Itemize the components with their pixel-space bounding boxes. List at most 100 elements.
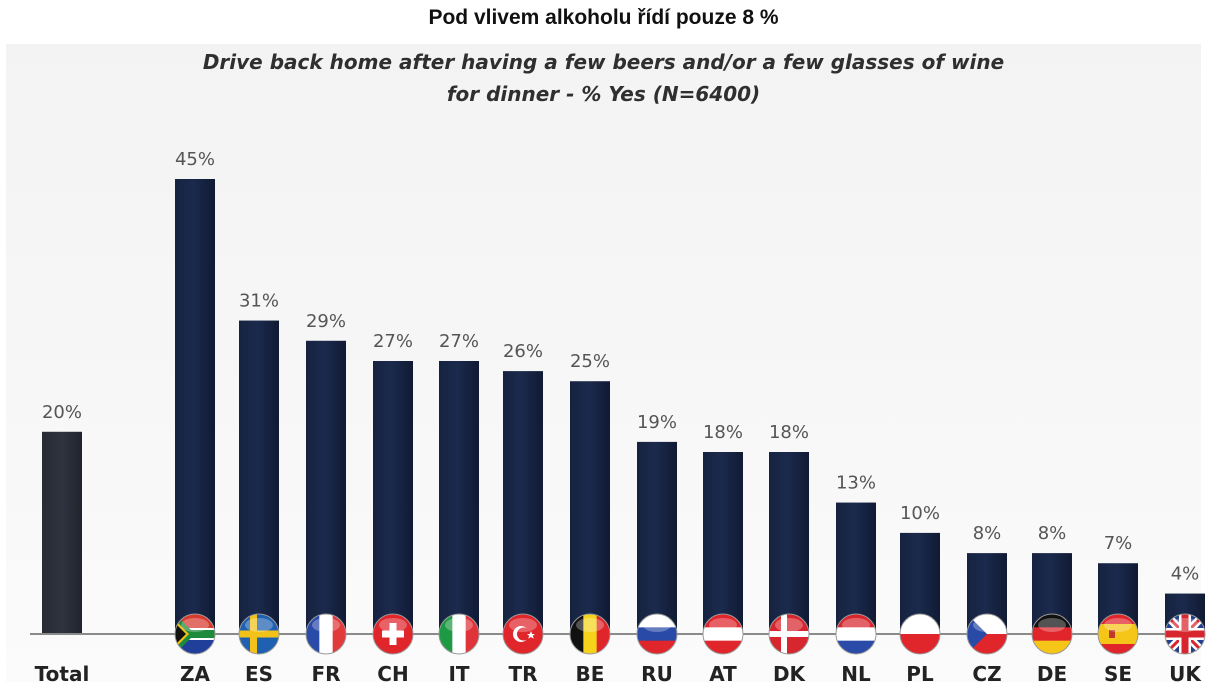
value-label-pl: 10% [900,503,940,524]
value-label-be: 25% [570,351,610,372]
south-africa-flag-gloss [181,618,209,632]
poland-flag-gloss [906,618,934,632]
value-label-nl: 13% [836,473,876,494]
germany-flag-gloss [1038,618,1066,632]
bar-at [703,452,743,634]
value-label-fr: 29% [306,311,346,332]
russia-flag [637,614,677,654]
netherlands-flag-gloss [842,618,870,632]
value-label-ru: 19% [637,412,677,433]
category-label-cz: CZ [972,662,1001,686]
category-label-it: IT [448,662,469,686]
value-label-es: 31% [239,291,279,312]
bar-total [42,431,82,634]
value-label-at: 18% [703,422,743,443]
spain-flag-rim [1097,613,1139,655]
category-label-se: SE [1104,662,1132,686]
spain-flag-gloss [1104,618,1132,632]
uk-flag-rim [1164,613,1206,655]
poland-flag-rim [899,613,941,655]
denmark-flag [769,614,809,654]
category-label-at: AT [709,662,737,686]
chart-subtitle-line-2: for dinner - % Yes (N=6400) [446,82,761,106]
chart-subtitle-line-1: Drive back home after having a few beers… [202,50,1005,74]
sweden-flag-rim [238,613,280,655]
chart-subtitle: Drive back home after having a few beers… [0,46,1207,110]
belgium-flag [570,614,610,654]
value-label-tr: 26% [503,341,543,362]
value-label-de: 8% [1038,523,1067,544]
value-label-ch: 27% [373,331,413,352]
czech-flag-gloss [973,618,1001,632]
value-label-cz: 8% [973,523,1002,544]
bar-ch [373,361,413,634]
austria-flag-rim [702,613,744,655]
belgium-flag-rim [569,613,611,655]
bar-es [239,320,279,634]
turkey-flag [503,614,543,654]
poland-flag [900,614,940,654]
bar-dk [769,452,809,634]
bar-tr [503,371,543,634]
russia-flag-rim [636,613,678,655]
category-label-es: ES [245,662,273,686]
category-label-tr: TR [508,662,537,686]
value-label-it: 27% [439,331,479,352]
italy-flag-rim [438,613,480,655]
bar-nl [836,502,876,634]
category-label-total: Total [35,662,90,686]
germany-flag-rim [1031,613,1073,655]
south-africa-flag-rim [174,613,216,655]
italy-flag-gloss [445,618,473,632]
category-label-pl: PL [906,662,934,686]
russia-flag-gloss [643,618,671,632]
denmark-flag-gloss [775,618,803,632]
italy-flag [439,614,479,654]
switzerland-flag [373,614,413,654]
spain-flag [1098,614,1138,654]
bar-fr [306,340,346,634]
sweden-flag [239,614,279,654]
category-label-uk: UK [1169,662,1202,686]
france-flag-rim [305,613,347,655]
south-africa-flag [175,614,215,654]
belgium-flag-gloss [576,618,604,632]
uk-flag-gloss [1171,618,1199,632]
category-label-ru: RU [641,662,673,686]
switzerland-flag-rim [372,613,414,655]
category-label-dk: DK [773,662,807,686]
category-label-ch: CH [377,662,408,686]
switzerland-flag-gloss [379,618,407,632]
category-label-za: ZA [180,662,211,686]
france-flag-gloss [312,618,340,632]
austria-flag [703,614,743,654]
germany-flag [1032,614,1072,654]
value-label-se: 7% [1104,533,1133,554]
category-label-fr: FR [311,662,340,686]
czech-flag-rim [966,613,1008,655]
austria-flag-gloss [709,618,737,632]
bar-ru [637,441,677,634]
value-label-za: 45% [175,149,215,170]
netherlands-flag [836,614,876,654]
denmark-flag-rim [768,613,810,655]
bar-be [570,381,610,634]
sweden-flag-gloss [245,618,273,632]
uk-flag [1165,614,1205,654]
netherlands-flag-rim [835,613,877,655]
czech-flag [967,614,1007,654]
france-flag [306,614,346,654]
bar-za [175,179,215,634]
turkey-flag-gloss [509,618,537,632]
chart-title: Pod vlivem alkoholu řídí pouze 8 % [428,6,779,29]
value-label-total: 20% [42,402,82,423]
turkey-flag-rim [502,613,544,655]
value-label-uk: 4% [1171,564,1200,585]
category-label-nl: NL [841,662,871,686]
category-label-de: DE [1037,662,1067,686]
category-label-be: BE [576,662,605,686]
bar-it [439,361,479,634]
value-label-dk: 18% [769,422,809,443]
